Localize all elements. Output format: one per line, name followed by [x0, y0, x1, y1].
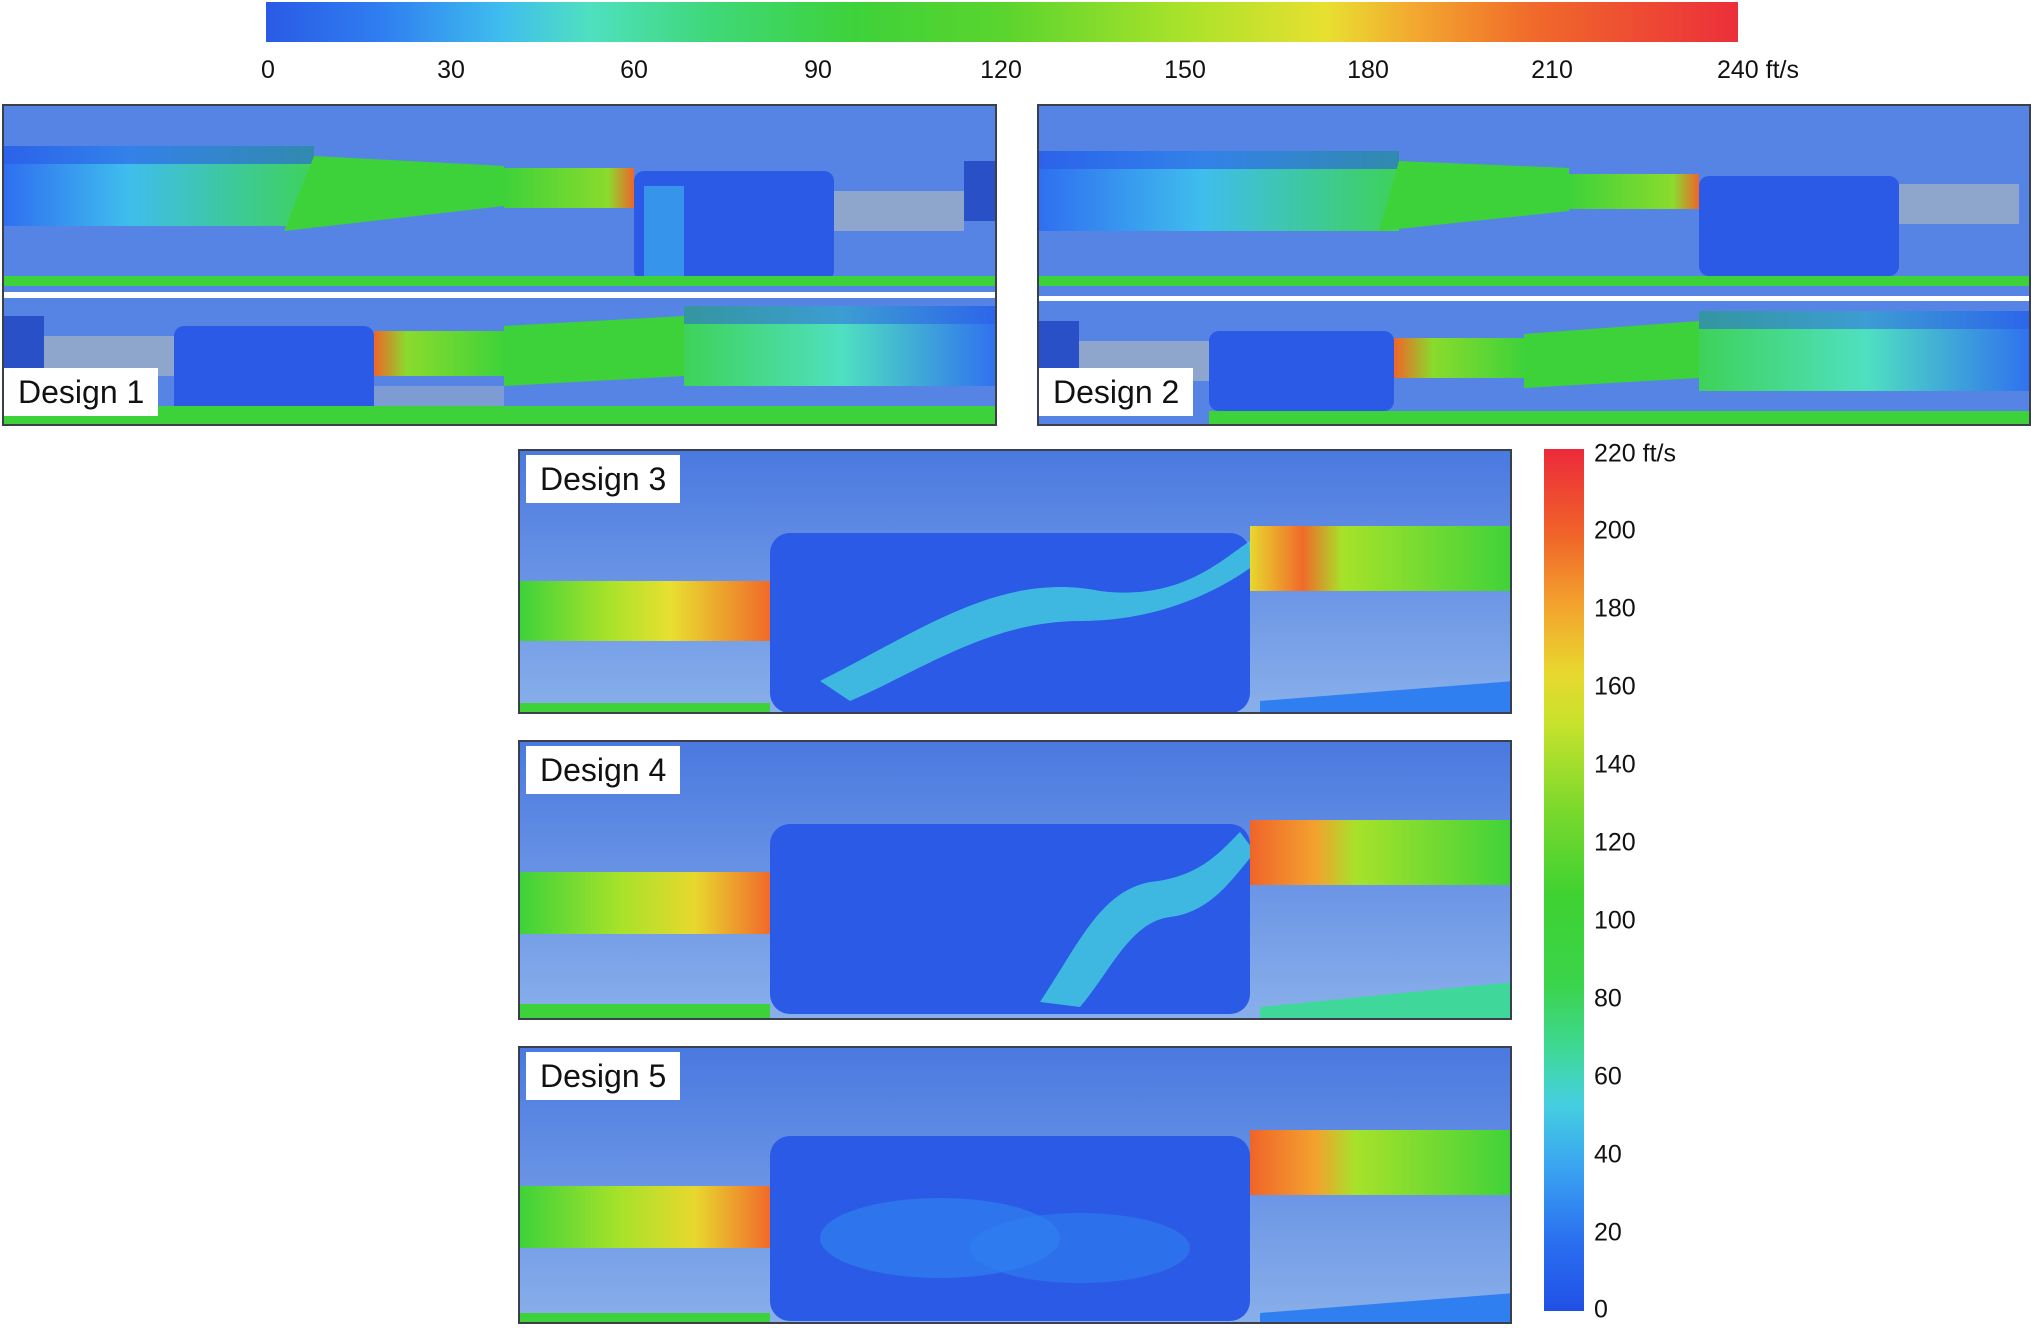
design-1-panel: Design 1	[2, 104, 997, 426]
right-tick-10: 20	[1594, 1218, 1622, 1247]
design-2-label: Design 2	[1039, 368, 1194, 416]
right-tick-7: 80	[1594, 984, 1622, 1013]
design-4-panel: Design 4	[518, 740, 1512, 1020]
right-tick-3: 160	[1594, 672, 1636, 701]
design-5-flow-field	[520, 1048, 1510, 1322]
right-tick-8: 60	[1594, 1062, 1622, 1091]
right-tick-4: 140	[1594, 750, 1636, 779]
right-velocity-colorbar	[1544, 449, 1584, 1311]
design-2-flow-field	[1039, 106, 2029, 424]
right-tick-5: 120	[1594, 828, 1636, 857]
design-3-flow-field	[520, 451, 1510, 712]
top-tick-4: 120	[980, 56, 1022, 84]
top-tick-2: 60	[620, 56, 648, 84]
top-tick-8: 240 ft/s	[1717, 56, 1799, 84]
design-4-flow-field	[520, 742, 1510, 1018]
top-tick-3: 90	[804, 56, 832, 84]
right-tick-9: 40	[1594, 1140, 1622, 1169]
design-3-panel: Design 3	[518, 449, 1512, 714]
right-tick-11: 0	[1594, 1295, 1608, 1324]
top-velocity-colorbar	[266, 2, 1738, 42]
design-5-panel: Design 5	[518, 1046, 1512, 1324]
design-1-flow-field	[4, 106, 995, 424]
top-tick-0: 0	[261, 56, 275, 84]
right-tick-0: 220 ft/s	[1594, 439, 1676, 468]
design-1-label: Design 1	[4, 368, 159, 416]
top-tick-7: 210	[1531, 56, 1573, 84]
top-tick-1: 30	[437, 56, 465, 84]
top-tick-6: 180	[1347, 56, 1389, 84]
design-5-label: Design 5	[526, 1052, 681, 1100]
top-tick-5: 150	[1164, 56, 1206, 84]
design-2-panel: Design 2	[1037, 104, 2031, 426]
design-3-label: Design 3	[526, 455, 681, 503]
design-4-label: Design 4	[526, 746, 681, 794]
right-tick-1: 200	[1594, 516, 1636, 545]
right-tick-2: 180	[1594, 594, 1636, 623]
right-tick-6: 100	[1594, 906, 1636, 935]
